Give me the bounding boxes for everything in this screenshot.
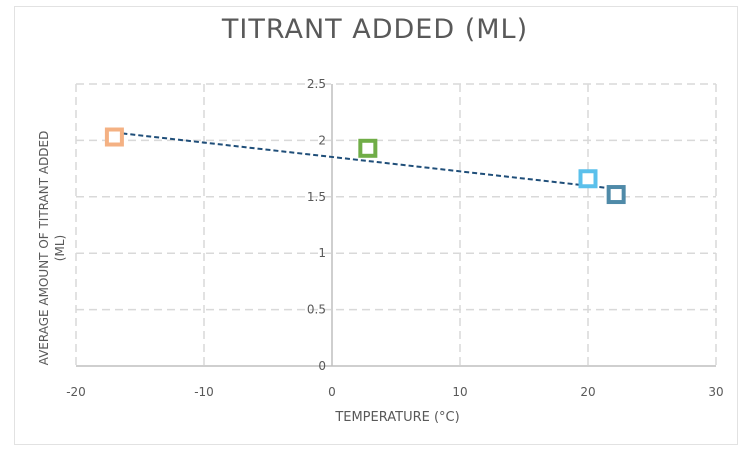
y-tick-label: 0.5 bbox=[307, 303, 326, 317]
data-point bbox=[578, 169, 598, 189]
data-point bbox=[104, 127, 124, 147]
chart-title: TITRANT ADDED (ML) bbox=[221, 14, 529, 45]
x-tick-label: 0 bbox=[328, 385, 336, 399]
y-tick-label: 1 bbox=[318, 246, 326, 260]
x-tick-label: 30 bbox=[708, 385, 723, 399]
y-tick-label: 1.5 bbox=[307, 190, 326, 204]
x-tick-label: 20 bbox=[580, 385, 595, 399]
x-tick-label: 10 bbox=[452, 385, 467, 399]
trendline bbox=[114, 131, 617, 190]
y-tick-label: 0 bbox=[318, 359, 326, 373]
y-tick-label: 2.5 bbox=[307, 77, 326, 91]
x-tick-label: -10 bbox=[194, 385, 214, 399]
x-axis-label: TEMPERATURE (°C) bbox=[335, 410, 460, 425]
chart-frame bbox=[14, 6, 738, 445]
x-tick-label: -20 bbox=[66, 385, 86, 399]
data-point bbox=[358, 138, 378, 158]
data-point bbox=[606, 185, 626, 205]
y-tick-label: 2 bbox=[318, 133, 326, 147]
